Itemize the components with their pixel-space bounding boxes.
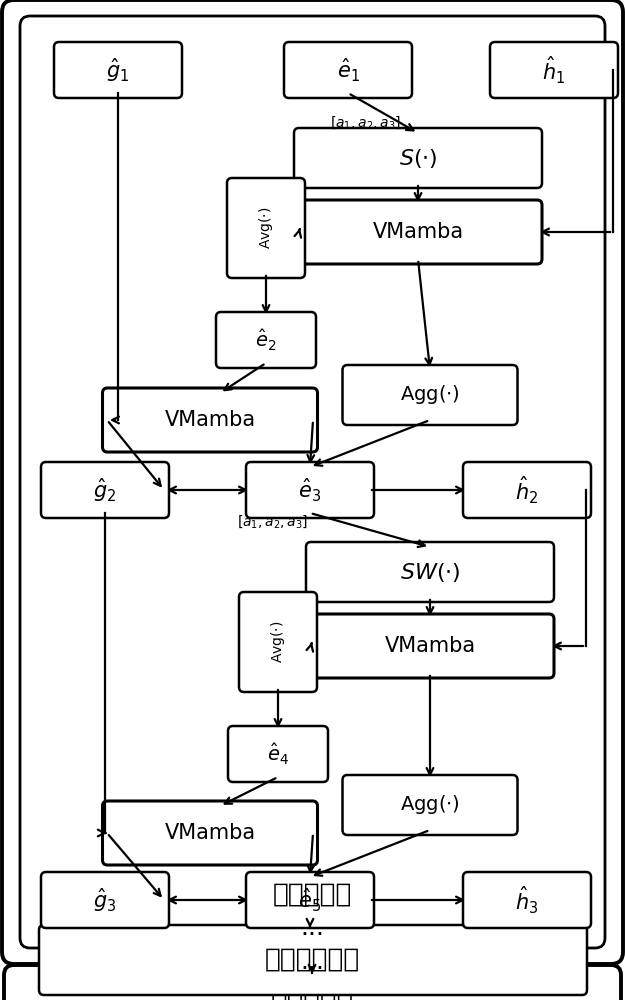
Text: $\hat{g}_3$: $\hat{g}_3$ bbox=[93, 886, 117, 914]
FancyBboxPatch shape bbox=[102, 801, 318, 865]
FancyBboxPatch shape bbox=[463, 872, 591, 928]
Text: $SW(\cdot)$: $SW(\cdot)$ bbox=[400, 560, 460, 584]
FancyBboxPatch shape bbox=[463, 462, 591, 518]
FancyBboxPatch shape bbox=[4, 965, 621, 1000]
Text: $\hat{e}_1$: $\hat{e}_1$ bbox=[336, 56, 359, 84]
Text: $[a_1,a_2,a_3]$: $[a_1,a_2,a_3]$ bbox=[237, 514, 308, 530]
FancyBboxPatch shape bbox=[39, 925, 587, 995]
FancyBboxPatch shape bbox=[227, 178, 305, 278]
FancyBboxPatch shape bbox=[342, 775, 518, 835]
Text: $\hat{h}_3$: $\hat{h}_3$ bbox=[515, 884, 539, 916]
Text: Agg$(\cdot)$: Agg$(\cdot)$ bbox=[400, 383, 460, 406]
Text: ...: ... bbox=[300, 950, 324, 974]
Text: $\hat{h}_2$: $\hat{h}_2$ bbox=[516, 474, 539, 506]
Text: ...: ... bbox=[300, 916, 324, 940]
FancyBboxPatch shape bbox=[239, 592, 317, 692]
FancyBboxPatch shape bbox=[490, 42, 618, 98]
FancyBboxPatch shape bbox=[20, 16, 605, 948]
FancyBboxPatch shape bbox=[294, 200, 542, 264]
Text: 空间状态子层: 空间状态子层 bbox=[264, 947, 359, 973]
FancyBboxPatch shape bbox=[284, 42, 412, 98]
Text: Agg$(\cdot)$: Agg$(\cdot)$ bbox=[400, 794, 460, 816]
Text: $\hat{e}_2$: $\hat{e}_2$ bbox=[255, 327, 277, 353]
FancyBboxPatch shape bbox=[2, 0, 623, 964]
Text: $S(\cdot)$: $S(\cdot)$ bbox=[399, 146, 437, 169]
Text: $\hat{g}_1$: $\hat{g}_1$ bbox=[106, 56, 129, 84]
FancyBboxPatch shape bbox=[41, 872, 169, 928]
FancyBboxPatch shape bbox=[306, 542, 554, 602]
FancyBboxPatch shape bbox=[41, 462, 169, 518]
Text: VMamba: VMamba bbox=[164, 823, 256, 843]
FancyBboxPatch shape bbox=[54, 42, 182, 98]
FancyBboxPatch shape bbox=[246, 872, 374, 928]
Text: $\hat{g}_2$: $\hat{g}_2$ bbox=[93, 476, 117, 504]
Text: $\hat{e}_3$: $\hat{e}_3$ bbox=[299, 476, 321, 504]
FancyBboxPatch shape bbox=[294, 128, 542, 188]
FancyBboxPatch shape bbox=[102, 388, 318, 452]
Text: $[a_1,a_2,a_3]$: $[a_1,a_2,a_3]$ bbox=[330, 115, 401, 131]
Text: $\hat{e}_5$: $\hat{e}_5$ bbox=[299, 886, 321, 914]
FancyBboxPatch shape bbox=[342, 365, 518, 425]
Text: $\hat{h}_1$: $\hat{h}_1$ bbox=[542, 54, 566, 86]
Text: VMamba: VMamba bbox=[384, 636, 476, 656]
Text: VMamba: VMamba bbox=[164, 410, 256, 430]
Text: 空间状态层: 空间状态层 bbox=[272, 882, 352, 908]
FancyBboxPatch shape bbox=[246, 462, 374, 518]
Text: 空间状态层: 空间状态层 bbox=[271, 992, 354, 1000]
Text: VMamba: VMamba bbox=[372, 222, 464, 242]
FancyBboxPatch shape bbox=[216, 312, 316, 368]
FancyBboxPatch shape bbox=[228, 726, 328, 782]
FancyBboxPatch shape bbox=[306, 614, 554, 678]
Text: Avg$(\cdot)$: Avg$(\cdot)$ bbox=[269, 621, 287, 663]
Text: Avg$(\cdot)$: Avg$(\cdot)$ bbox=[257, 207, 275, 249]
Text: $\hat{e}_4$: $\hat{e}_4$ bbox=[267, 741, 289, 767]
